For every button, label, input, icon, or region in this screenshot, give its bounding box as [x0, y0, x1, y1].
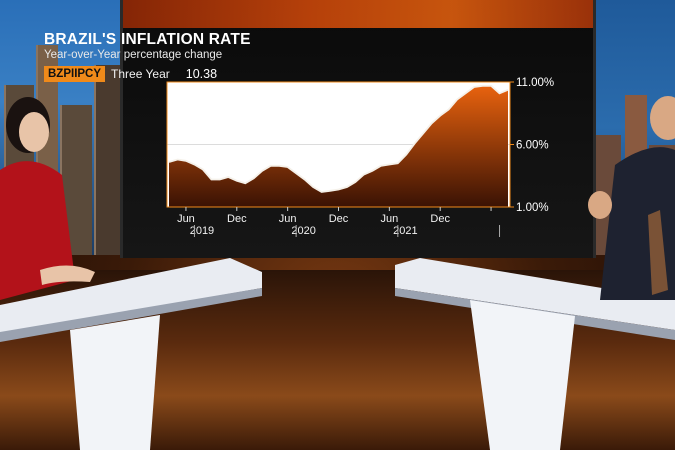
desk-left-top [0, 258, 262, 332]
x-tick-label: Dec [430, 213, 450, 225]
x-year-label: 2020 [291, 225, 315, 237]
desk-right-leg [470, 300, 575, 450]
chart-subtitle: Year-over-Year percentage change [44, 49, 223, 61]
presenter-right [588, 96, 675, 300]
chart-title: BRAZIL'S INFLATION RATE [44, 31, 251, 48]
x-tick-label: Jun [380, 213, 398, 225]
desk-right-top [395, 258, 675, 330]
inflation-area-fill [169, 85, 508, 207]
inflation-series-line [168, 84, 509, 193]
y-tick-label: 6.00% [516, 140, 549, 152]
x-tick-label: Jun [177, 213, 195, 225]
y-tick-label: 11.00% [516, 77, 554, 89]
presenter-left [0, 97, 95, 300]
x-axis: Jun Dec Jun Dec Jun Dec 2019 2020 2021 [177, 207, 501, 237]
desk-left-edge [0, 288, 262, 342]
x-tick-label: Dec [329, 213, 349, 225]
y-tick-label: 1.00% [516, 202, 549, 214]
x-tick-label: Jun [279, 213, 297, 225]
ticker-row: BZPIIPCY Three Year 10.38 [44, 66, 217, 82]
x-year-label: 2021 [393, 225, 417, 237]
ticker-last-value: 10.38 [185, 67, 218, 81]
screen-header-glow [123, 0, 593, 28]
ticker-badge: BZPIIPCY [44, 66, 106, 82]
x-year-label: 2019 [190, 225, 214, 237]
ticker-period-label: Three Year [111, 67, 170, 81]
x-tick-label: Dec [227, 213, 247, 225]
desk-left-leg [70, 315, 160, 450]
y-axis: 11.00% 6.00% 1.00% [510, 77, 554, 214]
